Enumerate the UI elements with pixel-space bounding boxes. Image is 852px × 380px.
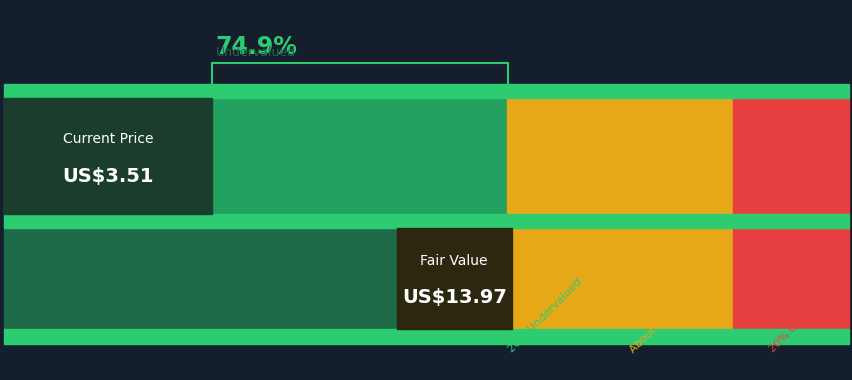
- Text: Current Price: Current Price: [62, 131, 153, 146]
- Bar: [4, 214, 848, 228]
- Bar: [4, 98, 211, 214]
- Text: 74.9%: 74.9%: [216, 35, 297, 59]
- Text: 20% Undervalued: 20% Undervalued: [506, 277, 584, 355]
- Text: Undervalued: Undervalued: [216, 31, 296, 59]
- Bar: [4, 329, 848, 344]
- Bar: [506, 228, 732, 329]
- Bar: [506, 98, 732, 214]
- Text: US$3.51: US$3.51: [62, 167, 153, 186]
- Bar: [732, 98, 848, 214]
- Bar: [4, 228, 506, 329]
- Text: 20% Overvalued: 20% Overvalued: [767, 282, 839, 355]
- Text: US$13.97: US$13.97: [401, 288, 506, 307]
- Text: Fair Value: Fair Value: [420, 253, 487, 268]
- Bar: [4, 98, 506, 214]
- Text: About Right: About Right: [628, 301, 682, 355]
- Bar: [732, 228, 848, 329]
- Bar: [4, 84, 848, 98]
- Bar: [396, 228, 511, 329]
